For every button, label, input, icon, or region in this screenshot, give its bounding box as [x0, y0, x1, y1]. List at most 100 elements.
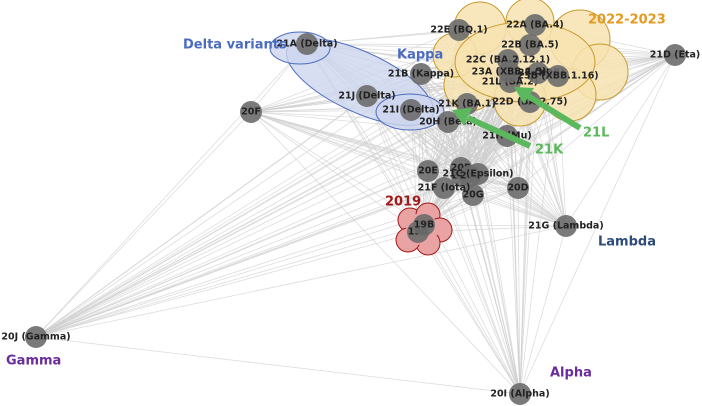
edge	[420, 73, 567, 227]
node-label: 23B (XBB.1.16)	[517, 71, 598, 82]
node-label: 20F	[241, 107, 261, 118]
edge	[35, 231, 419, 338]
edge	[519, 75, 559, 395]
node	[524, 14, 546, 36]
node	[433, 177, 455, 199]
annotation: Alpha	[550, 366, 592, 381]
node-label: 22E (BQ.1)	[430, 25, 487, 36]
node-label: 21C (Epsilon)	[443, 169, 514, 180]
node	[410, 63, 432, 85]
edge	[517, 54, 676, 189]
nodes: 19A19B20A20B20C20D20E20F20G20H (Beta)20I…	[1, 14, 700, 405]
annotation: Kappa	[397, 48, 443, 63]
edge	[417, 231, 521, 395]
edge	[35, 73, 422, 338]
edge	[35, 109, 412, 338]
edge	[506, 135, 567, 227]
edge	[466, 103, 521, 395]
edge	[35, 175, 463, 338]
annotation: 2022-2023	[588, 13, 666, 28]
node	[467, 163, 489, 185]
edge	[472, 194, 521, 395]
edge	[565, 54, 676, 227]
edge	[35, 43, 308, 338]
node-label: 19B	[414, 220, 434, 231]
edge	[529, 101, 567, 227]
edge	[250, 111, 419, 233]
edge	[35, 225, 567, 338]
node	[462, 184, 484, 206]
edge	[250, 111, 508, 137]
edge	[517, 187, 521, 395]
node-label: 21J (Delta)	[338, 91, 395, 102]
edge	[410, 109, 567, 227]
edge	[477, 173, 567, 227]
annotation: 21K	[535, 143, 564, 158]
edge	[35, 336, 521, 395]
node-label: 21G (Lambda)	[528, 221, 603, 232]
node-label: 22A (BA.4)	[506, 20, 564, 31]
node-label: 20G	[462, 190, 483, 201]
node	[547, 65, 569, 87]
node	[507, 177, 529, 199]
annotation: Gamma	[6, 354, 61, 369]
node	[437, 111, 459, 133]
node-label: 20E	[418, 166, 438, 177]
annotation: Lambda	[598, 235, 656, 250]
node-label: 22C (BA.2.12.1)	[466, 55, 550, 66]
node-label: 21I (Delta)	[382, 105, 439, 116]
node-label: 22B (BA.5)	[501, 40, 558, 51]
annotation: 2019	[385, 195, 421, 210]
node	[356, 85, 378, 107]
node	[240, 101, 262, 123]
edge	[366, 95, 521, 395]
node-label: 20I (Alpha)	[490, 389, 549, 400]
node	[509, 383, 531, 405]
edge	[519, 225, 567, 395]
edge	[506, 135, 521, 395]
arrows	[452, 87, 582, 149]
node-label: 20D	[507, 183, 528, 194]
edge	[447, 121, 567, 227]
node	[448, 19, 470, 41]
edge	[35, 101, 531, 338]
edge	[250, 111, 445, 189]
node-label: 20H (Beta)	[419, 117, 477, 128]
node-label: 21A (Delta)	[276, 39, 337, 50]
node-label: 21B (Kappa)	[388, 69, 454, 80]
node-label: 20B	[451, 163, 471, 174]
edge	[443, 187, 521, 395]
node	[498, 61, 520, 83]
edge	[35, 187, 445, 338]
edge	[410, 109, 521, 395]
node-label: 23A (XBB.1.5)	[472, 67, 547, 78]
node-label: 20J (Gamma)	[1, 332, 70, 343]
node	[400, 99, 422, 121]
node-label: 22F (XBB)	[511, 68, 565, 79]
node	[296, 33, 318, 55]
node-label: 22D (BA.2.75)	[493, 97, 568, 108]
node-label: 21D (Eta)	[650, 50, 701, 61]
node	[417, 160, 439, 182]
annotation: Delta variants	[183, 38, 287, 53]
edge	[423, 224, 521, 395]
edge	[35, 224, 425, 338]
edge	[35, 75, 559, 338]
node-label: 21K (BA.1)	[438, 99, 496, 110]
node	[555, 215, 577, 237]
edge	[519, 54, 676, 395]
annotation: 21L	[583, 126, 609, 141]
edge	[35, 111, 252, 338]
edge	[250, 111, 521, 395]
node	[664, 44, 686, 66]
edge	[519, 101, 531, 395]
edge	[427, 170, 521, 395]
edge	[250, 111, 429, 172]
edge	[466, 103, 519, 189]
node	[413, 214, 435, 236]
node	[25, 326, 47, 348]
node	[527, 62, 549, 84]
edge	[35, 167, 462, 338]
node	[519, 34, 541, 56]
